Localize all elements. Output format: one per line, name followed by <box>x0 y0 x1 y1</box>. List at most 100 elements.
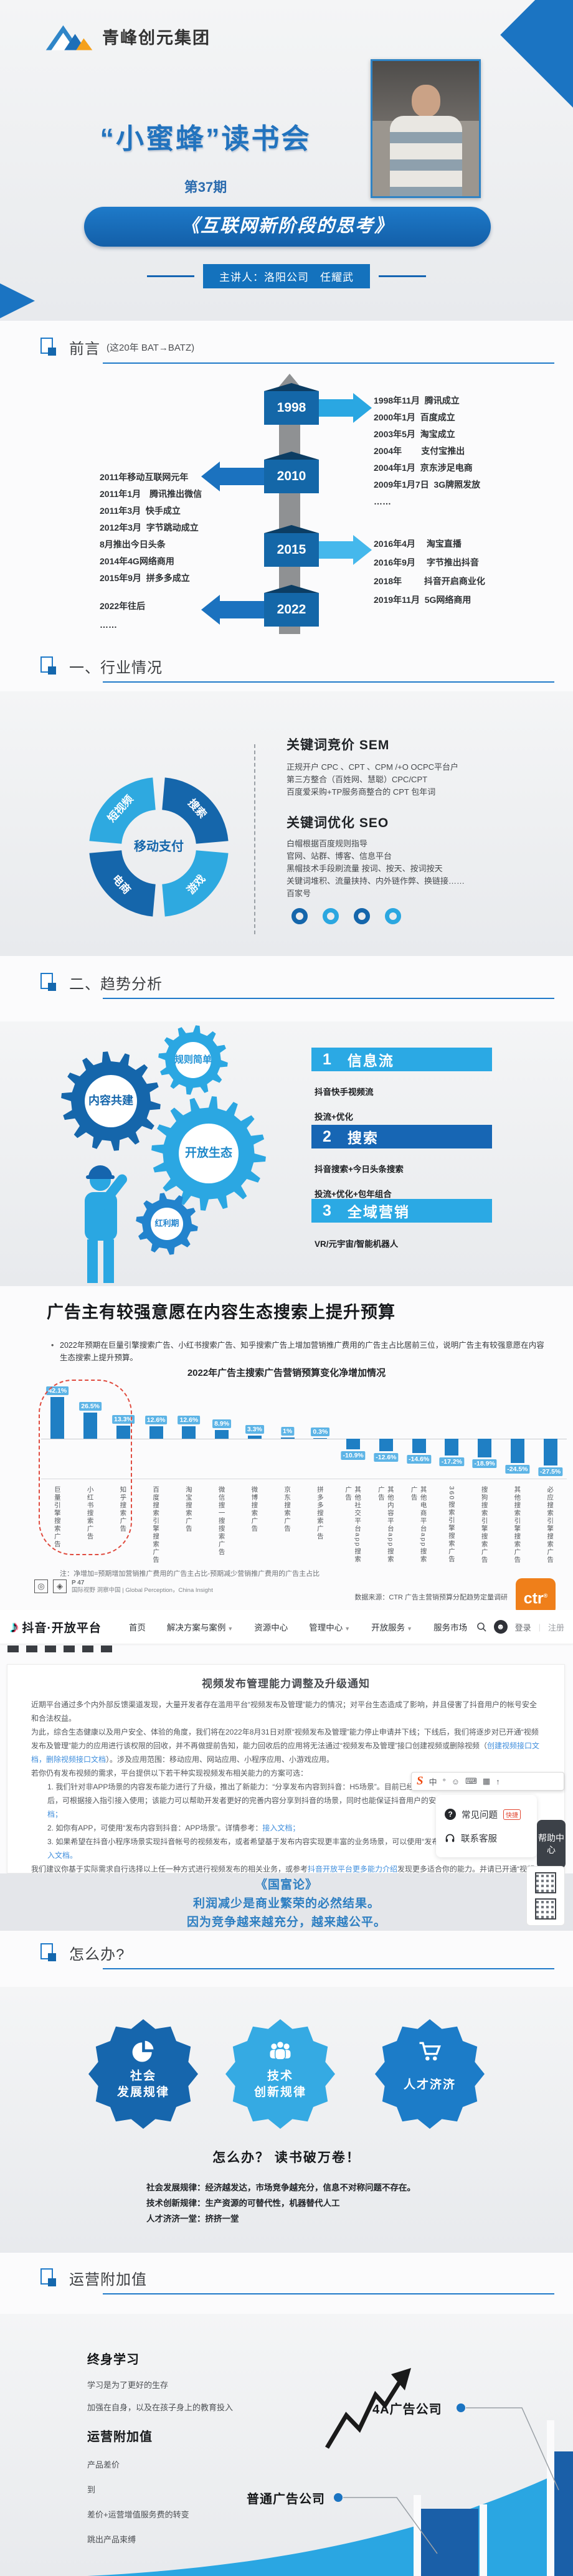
ime-tool-icon[interactable]: ▦ <box>482 1776 491 1786</box>
club-title: “小蜜蜂”读书会 <box>100 123 311 154</box>
ime-tool-icon[interactable]: ° <box>442 1776 446 1786</box>
chart-category-label: 搜狗搜索引擎搜索广告 <box>480 1486 488 1564</box>
notice-doc-link[interactable]: 抖音开放平台更多能力介绍 <box>308 1865 398 1873</box>
callout-line-ordinary <box>343 2497 438 2554</box>
help-center-label: 帮助中心 <box>538 1833 564 1855</box>
chart-bar <box>149 1426 163 1439</box>
divider: | <box>538 1622 541 1632</box>
chevron-down-icon: ▼ <box>227 1626 234 1632</box>
seo-line: 百家号 <box>286 889 311 898</box>
source-logo-icon: ◈ <box>53 1579 67 1593</box>
chart-bar <box>510 1439 524 1463</box>
badge-label: 发展规律 <box>116 2086 169 2099</box>
douyin-brand[interactable]: ♪ 抖音·开放平台 <box>10 1618 102 1636</box>
trend-item-3-bar: 3 全域营销 <box>311 1199 492 1223</box>
seo-line: 白帽根据百度规则指导 <box>286 839 368 848</box>
timeline-year-flag: 1998 <box>264 391 319 425</box>
faq-label: 常见问题 <box>462 1810 498 1821</box>
presenter-name: 主讲人：洛阳公司 任耀武 <box>203 264 370 288</box>
ime-tool-icon[interactable]: ☺ <box>451 1776 460 1786</box>
seo-line: 黑帽技术手段刷流量 按词、按天、按词按天 <box>286 864 443 873</box>
timeline-item: 2012年3月 字节跳动成立 <box>100 523 199 533</box>
value-line: 学习是为了更好的生存 <box>87 2380 169 2390</box>
notice-title: 视频发布管理能力调整及升级通知 <box>202 1678 370 1690</box>
timeline-item: …… <box>100 620 117 630</box>
cart-icon <box>419 2042 441 2061</box>
arrowhead <box>391 2368 411 2390</box>
timeline-item: 2011年1月 腾讯推出微信 <box>100 489 202 499</box>
trend-item-1-lines: 抖音快手视频流 投流+优化 <box>315 1085 374 1135</box>
nav-item-开放服务[interactable]: 开放服务 ▼ <box>371 1623 413 1632</box>
timeline-year-flag: 2015 <box>264 533 319 567</box>
nav-item-解决方案与案例[interactable]: 解决方案与案例 ▼ <box>166 1623 234 1632</box>
ime-tool-icon[interactable]: ↑ <box>496 1776 500 1786</box>
chart-bar <box>313 1437 328 1439</box>
chart-category-label: 其他内容平台app搜索广告 <box>377 1486 394 1563</box>
notice-doc-link[interactable]: 创建视频接口文档，删除视频接口文档 <box>31 1741 540 1764</box>
quote-band: 《国富论》 利润减少是商业繁荣的必然结果。 因为竞争越来越充分，越来越公平。 <box>0 1873 573 1931</box>
timeline-item: 2022年往后 <box>100 601 146 611</box>
nav-item-资源中心[interactable]: 资源中心 <box>254 1623 288 1632</box>
chart-category-label: 淘宝搜索广告 <box>184 1486 192 1533</box>
trend-line: VR/元宇宙/智能机器人 <box>315 1239 399 1249</box>
trend-item-2-bar: 2 搜索 <box>311 1125 492 1148</box>
left-triangle-decoration <box>0 283 35 318</box>
trend-line: 投流+优化+包年组合 <box>315 1190 392 1199</box>
worker-figure <box>85 1165 128 1283</box>
trend-item-label: 信息流 <box>347 1053 394 1069</box>
register-link[interactable]: 注册 <box>547 1622 564 1632</box>
trend-line: 抖音快手视频流 <box>315 1087 374 1097</box>
ime-toolbar[interactable]: S 中 ° ☺ ⌨ ▦ ↑ <box>411 1772 564 1791</box>
chart-value-label: -24.5% <box>505 1464 530 1474</box>
faq-shortcut-tag: 快捷 <box>503 1809 521 1820</box>
nav-item-首页[interactable]: 首页 <box>128 1623 146 1632</box>
nav-item-服务市场[interactable]: 服务市场 <box>433 1623 468 1632</box>
notice-doc-link[interactable]: 接入文档； <box>262 1824 300 1832</box>
notice-body: 近期平台通过多个内外部反馈渠道发现，大量开发者存在滥用平台“视频发布及管理”能力… <box>31 1698 541 1873</box>
login-link[interactable]: 登录 <box>514 1622 531 1632</box>
chart-value-label: -12.6% <box>374 1452 399 1462</box>
douyin-menu: 首页 解决方案与案例 ▼ 资源中心 管理中心 ▼ 开放服务 ▼ 服务市场 <box>129 1621 467 1633</box>
faq-button[interactable]: ? 常见问题 快捷 <box>445 1808 528 1821</box>
douyin-navbar: ♪ 抖音·开放平台 首页 解决方案与案例 ▼ 资源中心 管理中心 ▼ 开放服务 ▼ 服务市场 ☻… <box>0 1610 573 1644</box>
section-underline <box>103 998 554 999</box>
callout-line-4a <box>466 2407 559 2491</box>
donut-segment <box>161 850 229 917</box>
team-icon <box>270 2040 291 2060</box>
question-icon: ? <box>445 1809 456 1820</box>
company-name: 青峰创元集团 <box>102 28 211 47</box>
section-head-preface: 前言 (这20年 BAT→BATZ) <box>40 336 557 364</box>
chart-value-label: 26.5% <box>79 1402 102 1411</box>
timeline-item: 2003年5月 淘宝成立 <box>374 429 455 439</box>
timeline-flag-roof <box>264 585 319 593</box>
ime-tool-icon[interactable]: ⌨ <box>465 1776 477 1786</box>
contact-support-button[interactable]: 联系客服 <box>445 1832 528 1845</box>
operation-value-lines: 产品差价到差价+运营增值服务费的转变 跳出产品束缚 <box>87 2453 189 2552</box>
bar-chart: 42.1% 巨量引擎搜索广告 26.5% 小红书搜索广告 13.3% 知乎搜索广告 12.6… <box>41 1386 567 1564</box>
badge-label: 社会 <box>130 2070 156 2083</box>
badge-talent: 人才济济 <box>375 2019 485 2129</box>
chart-category-label: 必应搜索引擎搜索广告 <box>546 1486 554 1564</box>
contact-label: 联系客服 <box>461 1834 497 1844</box>
timeline-item-list: 2011年移动互联网元年 2011年1月 腾讯推出微信 2011年3月 快手成立 20… <box>100 469 202 587</box>
ime-tool-icon[interactable]: 中 <box>429 1777 437 1787</box>
timeline-flag-roof <box>264 525 319 533</box>
sem-line: 第三方整合（百姓网、慧聪）CPC/CPT <box>286 775 428 784</box>
chart-value-label: 13.3% <box>111 1415 135 1424</box>
section-icon <box>40 337 57 358</box>
nav-item-管理中心[interactable]: 管理中心 ▼ <box>309 1623 351 1632</box>
company-logo: 青峰创元集团 <box>45 20 211 52</box>
chart-value-label: 12.6% <box>178 1416 201 1425</box>
chart-column: -14.6% 其他电商平台app搜索广告 <box>402 1386 435 1564</box>
value-line: 加强在自身，以及在孩子身上的教育投入 <box>87 2403 234 2412</box>
sem-heading: 关键词竞价 SEM <box>286 738 390 752</box>
trend-item-label: 全域营销 <box>347 1204 410 1220</box>
qr-code <box>535 1898 556 1920</box>
chart-category-label: 其他电商平台app搜索广告 <box>410 1486 427 1563</box>
help-center-badge[interactable]: 帮助中心 <box>537 1820 566 1868</box>
corner-diamond-decoration <box>500 0 573 109</box>
avatar-icon[interactable]: ☻ <box>493 1620 508 1634</box>
notice-text: ）。涉及应用范围：移动应用、网站应用、小程序应用、小游戏应用。 <box>106 1755 334 1764</box>
search-icon[interactable] <box>476 1622 486 1632</box>
